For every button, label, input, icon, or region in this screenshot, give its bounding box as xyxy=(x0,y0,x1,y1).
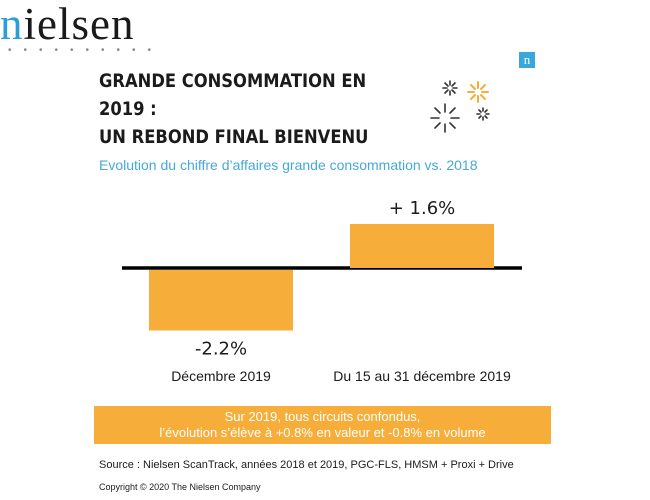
page-title: GRANDE CONSOMMATION EN 2019 : UN REBOND … xyxy=(99,67,383,151)
bar-2 xyxy=(350,224,494,268)
title-line-2: UN REBOND FINAL BIENVENU xyxy=(99,126,369,148)
source-note: Source : Nielsen ScanTrack, années 2018 … xyxy=(99,459,514,471)
category-label-1: Décembre 2019 xyxy=(171,368,271,384)
chart-subtitle: Evolution du chiffre d’affaires grande c… xyxy=(99,157,478,173)
bar-value-label-1: -2.2% xyxy=(195,339,247,360)
nielsen-logo: nielsen xyxy=(0,0,135,49)
banner-line-2: l’évolution s’élève à +0.8% en valeur et… xyxy=(159,425,486,440)
logo-dots: •••••••••• xyxy=(8,45,164,56)
bar-1 xyxy=(149,270,293,331)
fireworks-icon xyxy=(430,80,490,133)
nielsen-badge-icon: n xyxy=(519,52,535,68)
copyright-note: Copyright © 2020 The Nielsen Company xyxy=(99,482,261,492)
bar-value-label-2: + 1.6% xyxy=(389,198,456,219)
category-label-2: Du 15 au 31 décembre 2019 xyxy=(333,368,511,384)
banner-line-1: Sur 2019, tous circuits confondus, xyxy=(224,409,421,424)
title-line-1: GRANDE CONSOMMATION EN 2019 : xyxy=(99,70,367,120)
bar-chart: -2.2% Décembre 2019 + 1.6% Du 15 au 31 déce… xyxy=(122,198,522,384)
summary-banner: Sur 2019, tous circuits confondus, l’évo… xyxy=(94,406,551,444)
